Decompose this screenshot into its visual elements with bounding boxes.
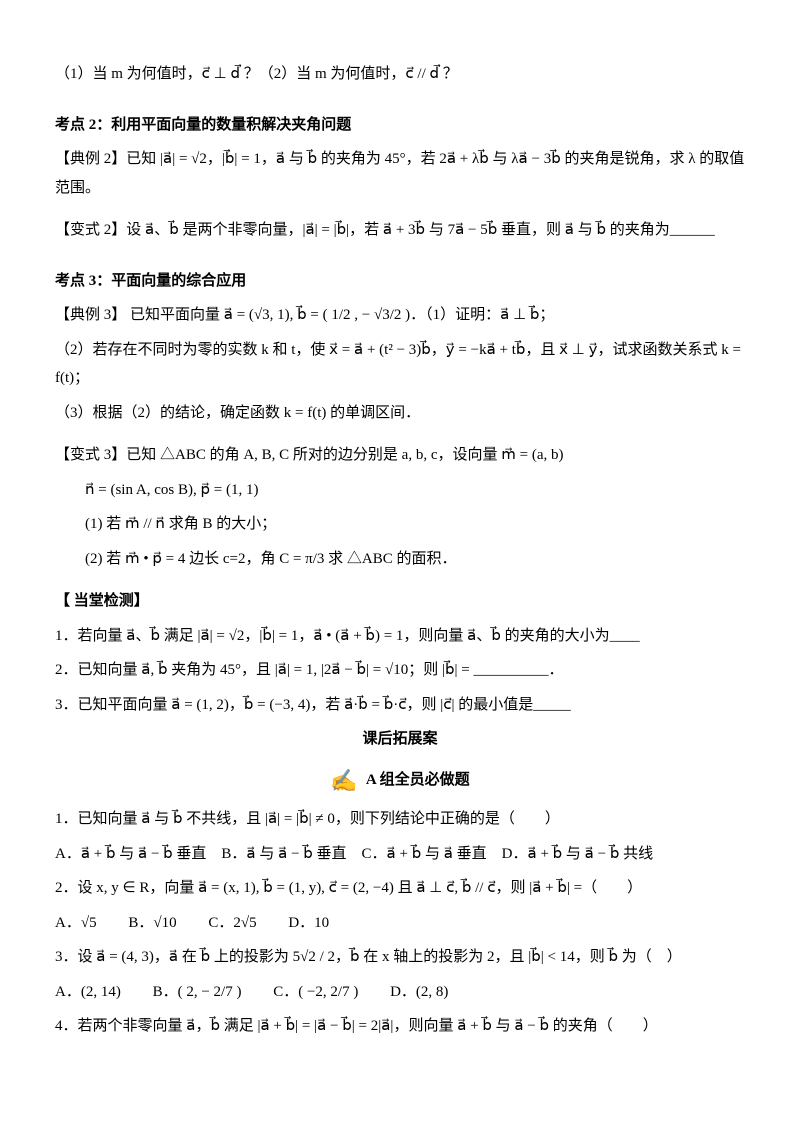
check-q3-text: 3．已知平面向量 a⃗ = (1, 2)，b⃗ = (−3, 4)，若 a⃗·b… bbox=[55, 697, 571, 713]
pa-q3b: B．( 2, − 2/7 ) bbox=[153, 984, 242, 1000]
group-a-label: A 组全员必做题 bbox=[366, 766, 470, 795]
kd3-var-a-text: 【变式 3】已知 △ABC 的角 A, B, C 所对的边分别是 a, b, c… bbox=[55, 447, 563, 463]
writing-hand-icon: ✍ bbox=[330, 760, 357, 802]
pa-q2-opts: A．√5 B．√10 C．2√5 D．10 bbox=[55, 909, 745, 938]
pa-q3a: A．(2, 14) bbox=[55, 984, 121, 1000]
kd2-blank: ______ bbox=[670, 222, 715, 238]
text-q1: （1）当 m 为何值时，c⃗ ⊥ d⃗ ？（2）当 m 为何值时，c⃗ // d… bbox=[55, 66, 458, 82]
kd2-ex: 【典例 2】已知 |a⃗| = √2，|b⃗| = 1，a⃗ 与 b⃗ 的夹角为… bbox=[55, 145, 745, 202]
kd3-ex-a-text: 【典例 3】 已知平面向量 a⃗ = (√3, 1), b⃗ = ( 1/2 ,… bbox=[55, 307, 554, 323]
pa-q3-opts: A．(2, 14) B．( 2, − 2/7 ) C．( −2, 2/7 ) D… bbox=[55, 978, 745, 1007]
pa-q2b: B．√10 bbox=[128, 915, 176, 931]
pa-q2: 2．设 x, y ∈ R，向量 a⃗ = (x, 1), b⃗ = (1, y)… bbox=[55, 874, 745, 903]
kd3-ex-c: （3）根据（2）的结论，确定函数 k = f(t) 的单调区间． bbox=[55, 399, 745, 428]
check-title-text: 【 当堂检测】 bbox=[55, 593, 149, 609]
kd2-var: 【变式 2】设 a⃗、b⃗ 是两个非零向量，|a⃗| = |b⃗|，若 a⃗ +… bbox=[55, 216, 745, 245]
check-title: 【 当堂检测】 bbox=[55, 587, 745, 616]
pa-q4-text: 4．若两个非零向量 a⃗，b⃗ 满足 |a⃗ + b⃗| = |a⃗ − b⃗|… bbox=[55, 1018, 658, 1034]
pa-q1: 1．已知向量 a⃗ 与 b⃗ 不共线，且 |a⃗| = |b⃗| ≠ 0，则下列… bbox=[55, 805, 745, 834]
check-q1: 1．若向量 a⃗、b⃗ 满足 |a⃗| = √2，|b⃗| = 1，a⃗ • (… bbox=[55, 622, 745, 651]
kd3-var-d: (2) 若 m⃗ • p⃗ = 4 边长 c=2，角 C = π/3 求 △AB… bbox=[85, 545, 745, 574]
pa-q3c: C．( −2, 2/7 ) bbox=[273, 984, 358, 1000]
kd3-ex-b-text: （2）若存在不同时为零的实数 k 和 t，使 x⃗ = a⃗ + (t² − 3… bbox=[55, 342, 741, 387]
kd3-var-d-text: (2) 若 m⃗ • p⃗ = 4 边长 c=2，角 C = π/3 求 △AB… bbox=[85, 551, 457, 567]
kd2-var-text: 【变式 2】设 a⃗、b⃗ 是两个非零向量，|a⃗| = |b⃗|，若 a⃗ +… bbox=[55, 222, 670, 238]
kd3-ex-a: 【典例 3】 已知平面向量 a⃗ = (√3, 1), b⃗ = ( 1/2 ,… bbox=[55, 301, 745, 330]
pa-q2-text: 2．设 x, y ∈ R，向量 a⃗ = (x, 1), b⃗ = (1, y)… bbox=[55, 880, 642, 896]
kd2-title: 考点 2：利用平面向量的数量积解决夹角问题 bbox=[55, 111, 745, 140]
pa-q3: 3．设 a⃗ = (4, 3)，a⃗ 在 b⃗ 上的投影为 5√2 / 2，b⃗… bbox=[55, 943, 745, 972]
pa-q1-opts-text: A．a⃗ + b⃗ 与 a⃗ − b⃗ 垂直 B．a⃗ 与 a⃗ − b⃗ 垂直… bbox=[55, 846, 653, 862]
kd2-title-text: 考点 2：利用平面向量的数量积解决夹角问题 bbox=[55, 117, 351, 133]
kd3-ex-c-text: （3）根据（2）的结论，确定函数 k = f(t) 的单调区间． bbox=[55, 405, 420, 421]
kd3-title-text: 考点 3：平面向量的综合应用 bbox=[55, 273, 246, 289]
kd3-var-c: (1) 若 m⃗ // n⃗ 求角 B 的大小； bbox=[85, 510, 745, 539]
pa-q2c: C．2√5 bbox=[208, 915, 256, 931]
line-q1: （1）当 m 为何值时，c⃗ ⊥ d⃗ ？（2）当 m 为何值时，c⃗ // d… bbox=[55, 60, 745, 89]
kd3-title: 考点 3：平面向量的综合应用 bbox=[55, 267, 745, 296]
pa-q2a: A．√5 bbox=[55, 915, 97, 931]
kd3-var-a: 【变式 3】已知 △ABC 的角 A, B, C 所对的边分别是 a, b, c… bbox=[55, 441, 745, 470]
kd3-var-b: n⃗ = (sin A, cos B), p⃗ = (1, 1) bbox=[85, 476, 745, 505]
kd2-ex-text: 【典例 2】已知 |a⃗| = √2，|b⃗| = 1，a⃗ 与 b⃗ 的夹角为… bbox=[55, 151, 744, 196]
pa-q1-opts: A．a⃗ + b⃗ 与 a⃗ − b⃗ 垂直 B．a⃗ 与 a⃗ − b⃗ 垂直… bbox=[55, 840, 745, 869]
pa-q1-text: 1．已知向量 a⃗ 与 b⃗ 不共线，且 |a⃗| = |b⃗| ≠ 0，则下列… bbox=[55, 811, 560, 827]
pa-q3-text: 3．设 a⃗ = (4, 3)，a⃗ 在 b⃗ 上的投影为 5√2 / 2，b⃗… bbox=[55, 949, 682, 965]
kd3-var-c-text: (1) 若 m⃗ // n⃗ 求角 B 的大小； bbox=[85, 516, 276, 532]
check-q1-text: 1．若向量 a⃗、b⃗ 满足 |a⃗| = √2，|b⃗| = 1，a⃗ • (… bbox=[55, 628, 640, 644]
group-a-row: ✍ A 组全员必做题 bbox=[55, 760, 745, 802]
pa-q3d: D．(2, 8) bbox=[390, 984, 448, 1000]
ext-title-text: 课后拓展案 bbox=[362, 731, 437, 747]
ext-title: 课后拓展案 bbox=[55, 725, 745, 754]
check-q3: 3．已知平面向量 a⃗ = (1, 2)，b⃗ = (−3, 4)，若 a⃗·b… bbox=[55, 691, 745, 720]
pa-q2d: D．10 bbox=[288, 915, 329, 931]
pa-q4: 4．若两个非零向量 a⃗，b⃗ 满足 |a⃗ + b⃗| = |a⃗ − b⃗|… bbox=[55, 1012, 745, 1041]
check-q2-text: 2．已知向量 a⃗, b⃗ 夹角为 45°，且 |a⃗| = 1, |2a⃗ −… bbox=[55, 662, 563, 678]
kd3-ex-b: （2）若存在不同时为零的实数 k 和 t，使 x⃗ = a⃗ + (t² − 3… bbox=[55, 336, 745, 393]
kd3-var-b-text: n⃗ = (sin A, cos B), p⃗ = (1, 1) bbox=[85, 482, 258, 498]
check-q2: 2．已知向量 a⃗, b⃗ 夹角为 45°，且 |a⃗| = 1, |2a⃗ −… bbox=[55, 656, 745, 685]
